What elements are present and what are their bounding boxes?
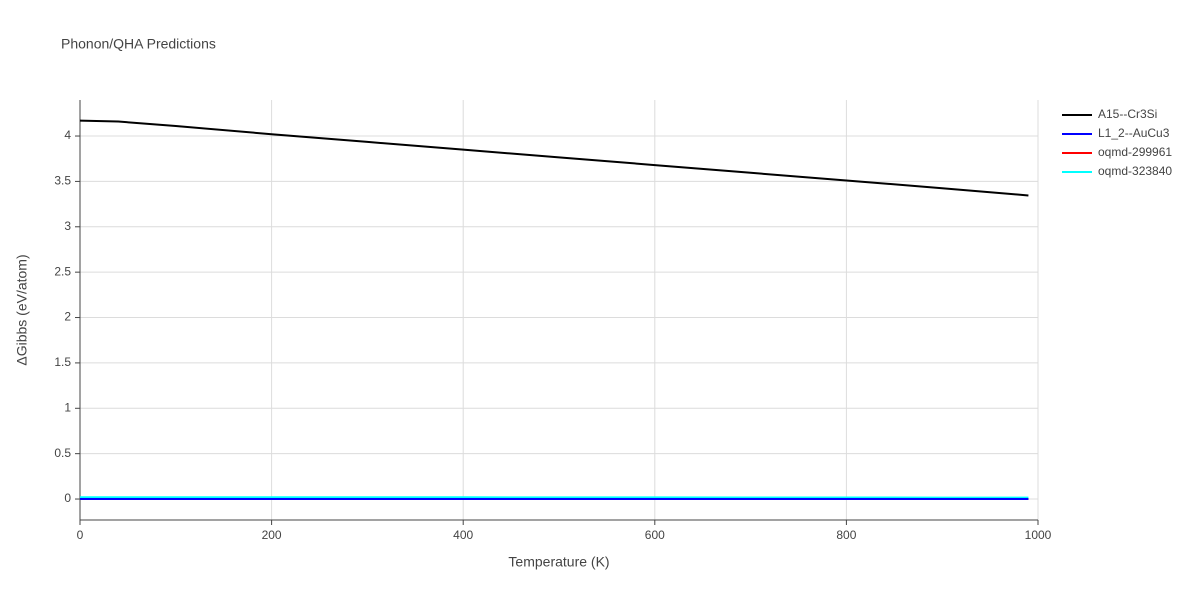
y-tick-label: 0.5 [54, 446, 71, 460]
y-tick-label: 3 [64, 219, 71, 233]
chart-title: Phonon/QHA Predictions [61, 36, 216, 52]
y-tick-label: 1.5 [54, 355, 71, 369]
y-tick-label: 3.5 [54, 174, 71, 188]
y-tick-label: 2 [64, 310, 71, 324]
legend-label: A15--Cr3Si [1098, 107, 1157, 121]
x-tick-label: 1000 [1025, 528, 1052, 542]
y-tick-label: 0 [64, 491, 71, 505]
x-axis-title: Temperature (K) [508, 554, 609, 570]
line-series [79, 119, 1029, 197]
x-tick-label: 800 [836, 528, 856, 542]
y-tick-label: 4 [64, 128, 71, 142]
x-tick-label: 600 [645, 528, 665, 542]
x-tick-label: 400 [453, 528, 473, 542]
x-tick-label: 0 [77, 528, 84, 542]
legend-label: oqmd-299961 [1098, 145, 1172, 159]
y-tick-label: 2.5 [54, 264, 71, 278]
y-axis-title: ΔGibbs (eV/atom) [14, 254, 30, 365]
x-tick-label: 200 [262, 528, 282, 542]
legend-label: oqmd-323840 [1098, 164, 1172, 178]
y-tick-label: 1 [64, 400, 71, 414]
legend-label: L1_2--AuCu3 [1098, 126, 1170, 140]
